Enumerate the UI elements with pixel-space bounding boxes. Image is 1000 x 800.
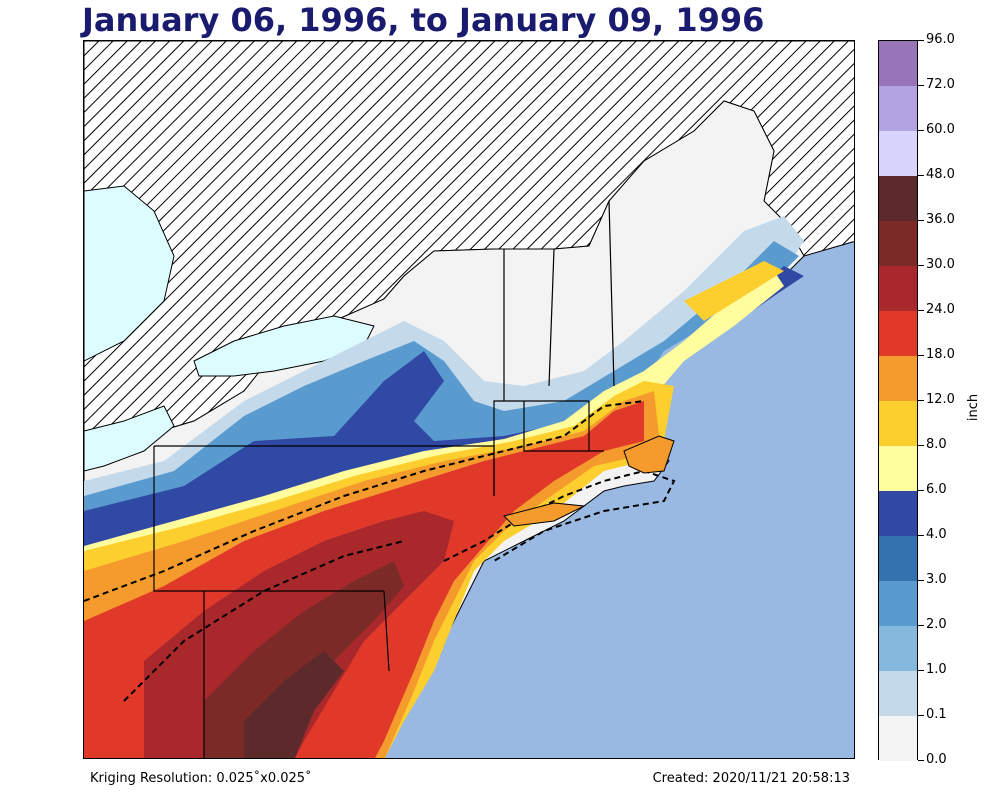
colorbar-segment: [879, 626, 917, 671]
colorbar-tick: [918, 40, 924, 41]
colorbar-tick-label: 24.0: [926, 302, 955, 317]
band-36in: [204, 561, 404, 758]
maine-coast-snow: [684, 261, 784, 321]
colorbar-unit: inch: [966, 393, 982, 422]
colorbar-segment: [879, 671, 917, 716]
colorbar-tick-label: 4.0: [926, 527, 947, 542]
colorbar-tick-label: 6.0: [926, 482, 947, 497]
long-island: [503, 502, 586, 527]
colorbar: [878, 40, 918, 761]
colorbar-segment: [879, 131, 917, 176]
colorbar-tick: [918, 400, 924, 401]
colorbar-segment: [879, 41, 917, 86]
colorbar-segment: [879, 716, 917, 761]
colorbar-tick-label: 72.0: [926, 77, 955, 92]
colorbar-tick: [918, 265, 924, 266]
colorbar-tick-label: 1.0: [926, 662, 947, 677]
colorbar-tick-label: 36.0: [926, 212, 955, 227]
state-borders: [153, 200, 615, 758]
colorbar-tick: [918, 220, 924, 221]
cape-cod: [623, 435, 675, 474]
colorbar-tick: [918, 490, 924, 491]
colorbar-segment: [879, 176, 917, 221]
colorbar-segment: [879, 266, 917, 311]
colorbar-segment: [879, 311, 917, 356]
colorbar-segment: [879, 581, 917, 626]
colorbar-segment: [879, 491, 917, 536]
colorbar-tick-label: 96.0: [926, 32, 955, 47]
colorbar-tick-label: 3.0: [926, 572, 947, 587]
colorbar-tick: [918, 715, 924, 716]
colorbar-tick-label: 12.0: [926, 392, 955, 407]
lake-huron: [84, 185, 175, 362]
colorbar-tick: [918, 355, 924, 356]
colorbar-tick: [918, 310, 924, 311]
map-canvas: [84, 41, 854, 758]
colorbar-segment: [879, 446, 917, 491]
colorbar-segment: [879, 401, 917, 446]
colorbar-tick: [918, 535, 924, 536]
colorbar-segment: [879, 221, 917, 266]
colorbar-tick: [918, 175, 924, 176]
colorbar-segment: [879, 356, 917, 401]
colorbar-segment: [879, 536, 917, 581]
colorbar-tick: [918, 670, 924, 671]
colorbar-tick-label: 8.0: [926, 437, 947, 452]
colorbar-tick: [918, 625, 924, 626]
colorbar-tick-label: 30.0: [926, 257, 955, 272]
colorbar-tick: [918, 445, 924, 446]
colorbar-tick-label: 0.1: [926, 707, 947, 722]
colorbar-tick: [918, 760, 924, 761]
colorbar-tick-label: 2.0: [926, 617, 947, 632]
kriging-resolution: Kriging Resolution: 0.025˚x0.025˚: [90, 771, 312, 786]
snowfall-map: [83, 40, 855, 759]
band-6in: [84, 266, 804, 561]
map-title: January 06, 1996, to January 09, 1996: [82, 1, 765, 39]
colorbar-tick-label: 48.0: [926, 167, 955, 182]
colorbar-tick: [918, 85, 924, 86]
colorbar-tick: [918, 580, 924, 581]
colorbar-segment: [879, 86, 917, 131]
colorbar-tick-label: 18.0: [926, 347, 955, 362]
colorbar-tick: [918, 130, 924, 131]
colorbar-tick-label: 60.0: [926, 122, 955, 137]
lake-erie: [84, 405, 175, 472]
colorbar-tick-label: 0.0: [926, 752, 947, 767]
created-timestamp: Created: 2020/11/21 20:58:13: [652, 771, 850, 786]
band-48in: [244, 651, 344, 758]
